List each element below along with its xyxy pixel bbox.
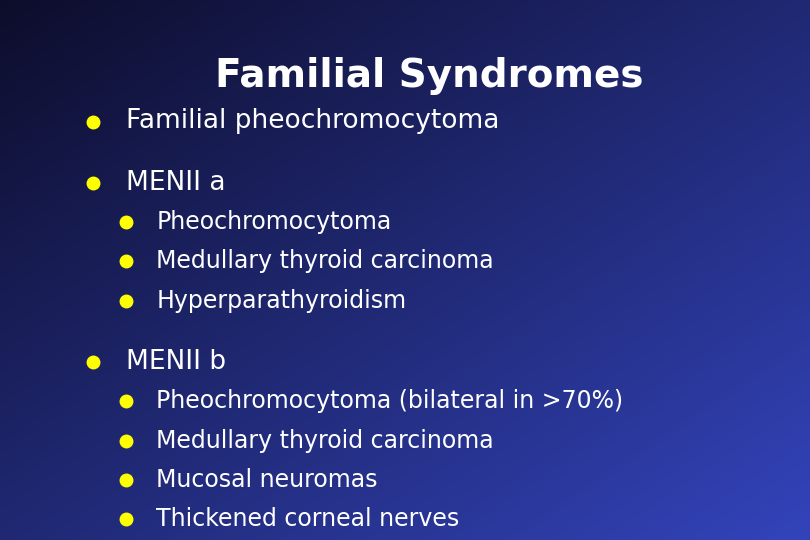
Text: Medullary thyroid carcinoma: Medullary thyroid carcinoma xyxy=(156,429,494,453)
Text: Thickened corneal nerves: Thickened corneal nerves xyxy=(156,508,459,531)
Text: Medullary thyroid carcinoma: Medullary thyroid carcinoma xyxy=(156,249,494,273)
Text: Familial Syndromes: Familial Syndromes xyxy=(215,57,644,94)
Text: Pheochromocytoma: Pheochromocytoma xyxy=(156,210,391,234)
Text: Familial pheochromocytoma: Familial pheochromocytoma xyxy=(126,109,499,134)
Text: Pheochromocytoma (bilateral in >70%): Pheochromocytoma (bilateral in >70%) xyxy=(156,389,624,413)
Text: Mucosal neuromas: Mucosal neuromas xyxy=(156,468,377,492)
Text: Hyperparathyroidism: Hyperparathyroidism xyxy=(156,289,407,313)
Text: MENII a: MENII a xyxy=(126,170,225,195)
Text: MENII b: MENII b xyxy=(126,349,226,375)
